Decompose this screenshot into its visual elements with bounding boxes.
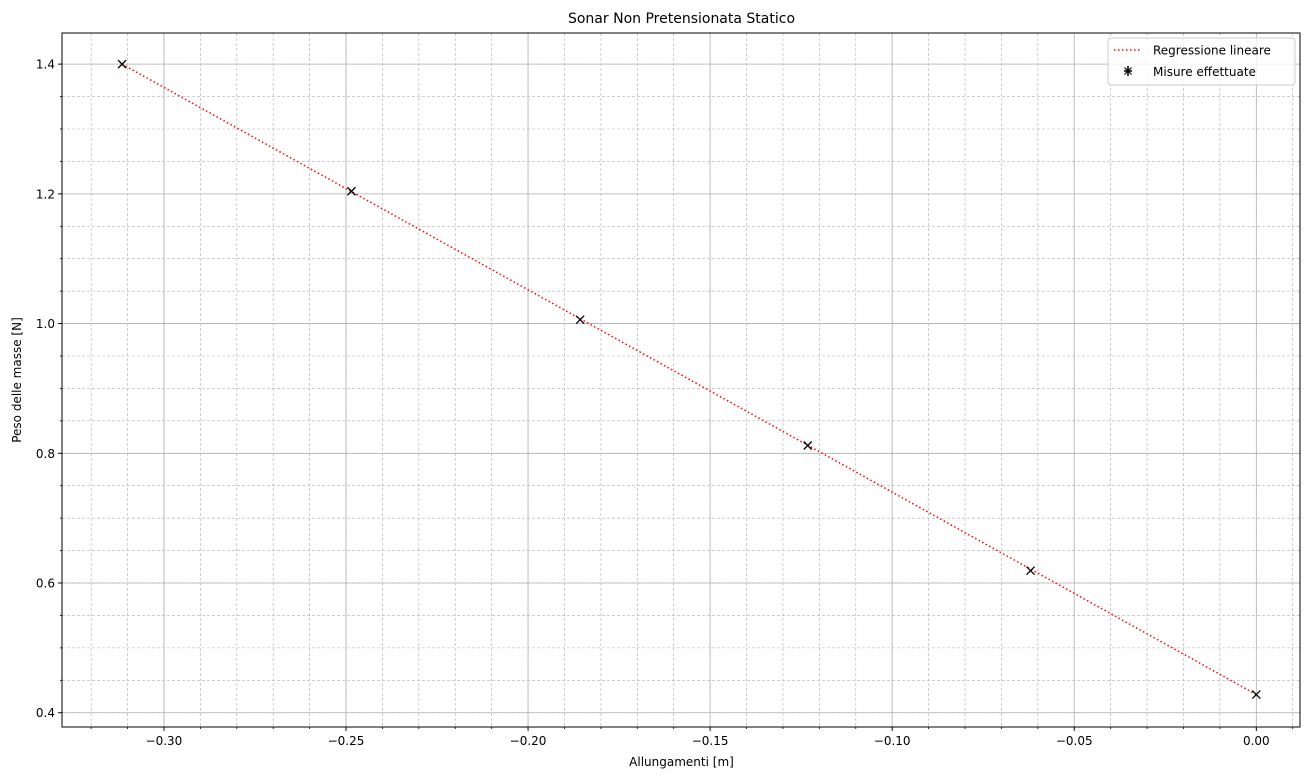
x-tick-label: 0.00 <box>1243 734 1270 748</box>
measurement-point <box>347 186 356 196</box>
marker-stroke <box>1251 690 1261 700</box>
plot-area <box>117 59 1261 700</box>
measurement-point <box>1251 690 1261 700</box>
x-tick-label: −0.10 <box>874 734 911 748</box>
y-tick-label: 1.2 <box>36 187 55 201</box>
legend-marker-swatch <box>1124 66 1132 76</box>
legend-label-measures: Misure effettuate <box>1153 65 1256 79</box>
x-tick-label: −0.05 <box>1056 734 1093 748</box>
regression-line <box>121 63 1257 696</box>
measurement-point <box>1026 566 1036 576</box>
measurement-point <box>803 441 813 450</box>
x-tick-label: −0.15 <box>692 734 729 748</box>
legend-box <box>1107 37 1296 86</box>
y-axis-label: Peso delle masse [N] <box>10 317 24 443</box>
marker-stroke <box>803 441 813 450</box>
x-tick-label: −0.30 <box>146 734 183 748</box>
marker-stroke <box>575 315 585 325</box>
y-tick-label: 1.4 <box>36 58 55 72</box>
major-grid <box>62 33 1300 727</box>
y-tick-label: 0.4 <box>36 706 55 720</box>
marker-stroke <box>117 59 127 69</box>
y-tick-label: 0.6 <box>36 577 55 591</box>
measurement-point <box>117 59 127 69</box>
plot-frame <box>61 32 1301 728</box>
marker-stroke <box>347 186 356 196</box>
axis-ticks: −0.30 −0.25 −0.20 −0.15 −0.10 −0.05 0.00 0.4 0.6… <box>36 58 1294 748</box>
chart-title: Sonar Non Pretensionata Statico <box>568 11 795 27</box>
x-tick-label: −0.25 <box>328 734 365 748</box>
y-tick-label: 0.8 <box>36 447 55 461</box>
marker-stroke <box>1026 566 1036 576</box>
legend-label-regression: Regressione lineare <box>1153 44 1271 58</box>
x-axis-label: Allungamenti [m] <box>629 755 734 769</box>
legend: Regressione lineare Misure effettuate <box>1107 37 1296 86</box>
measurement-point <box>575 315 585 325</box>
x-tick-label: −0.20 <box>510 734 547 748</box>
y-tick-label: 1.0 <box>36 317 55 331</box>
